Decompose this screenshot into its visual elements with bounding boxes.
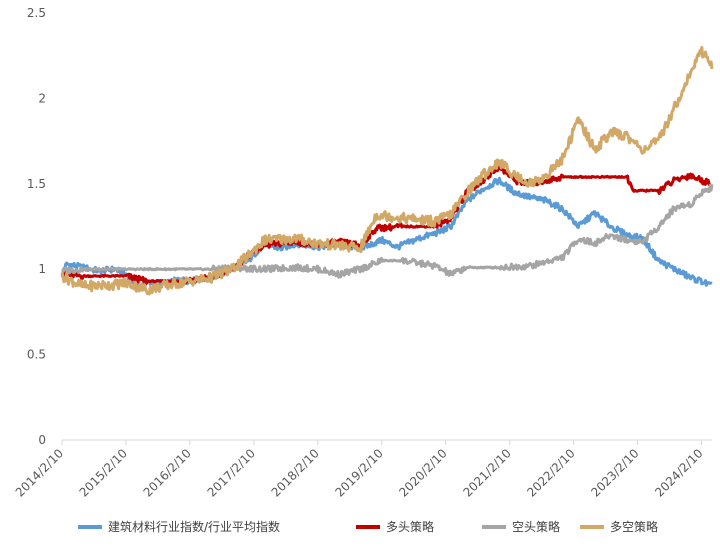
x-tick-label: 2017/2/10: [205, 446, 258, 499]
series-line-4: [60, 45, 714, 296]
legend-label: 建筑材料行业指数/行业平均指数: [108, 519, 280, 534]
x-tick-label: 2015/2/10: [77, 446, 130, 499]
x-tick-label: 2014/2/10: [13, 446, 66, 499]
y-tick-label: 0: [38, 433, 46, 447]
x-tick-label: 2021/2/10: [460, 446, 513, 499]
x-tick-label: 2018/2/10: [269, 446, 322, 499]
y-tick-label: 0.5: [27, 348, 46, 362]
y-tick-label: 1.5: [27, 177, 46, 191]
legend-label: 空头策略: [512, 519, 560, 534]
series-line-3: [61, 183, 714, 279]
x-tick-label: 2022/2/10: [524, 446, 577, 499]
x-tick-label: 2020/2/10: [396, 446, 449, 499]
series-line-2: [60, 163, 713, 285]
x-tick-label: 2024/2/10: [652, 446, 705, 499]
legend-label: 多空策略: [610, 519, 658, 534]
series-line-1: [61, 176, 713, 290]
y-tick-label: 2: [38, 91, 46, 105]
legend-label: 多头策略: [386, 519, 434, 534]
y-tick-label: 2.5: [27, 6, 46, 20]
x-tick-label: 2016/2/10: [141, 446, 194, 499]
x-tick-label: 2019/2/10: [332, 446, 385, 499]
y-tick-label: 1: [38, 262, 46, 276]
x-tick-label: 2023/2/10: [588, 446, 641, 499]
